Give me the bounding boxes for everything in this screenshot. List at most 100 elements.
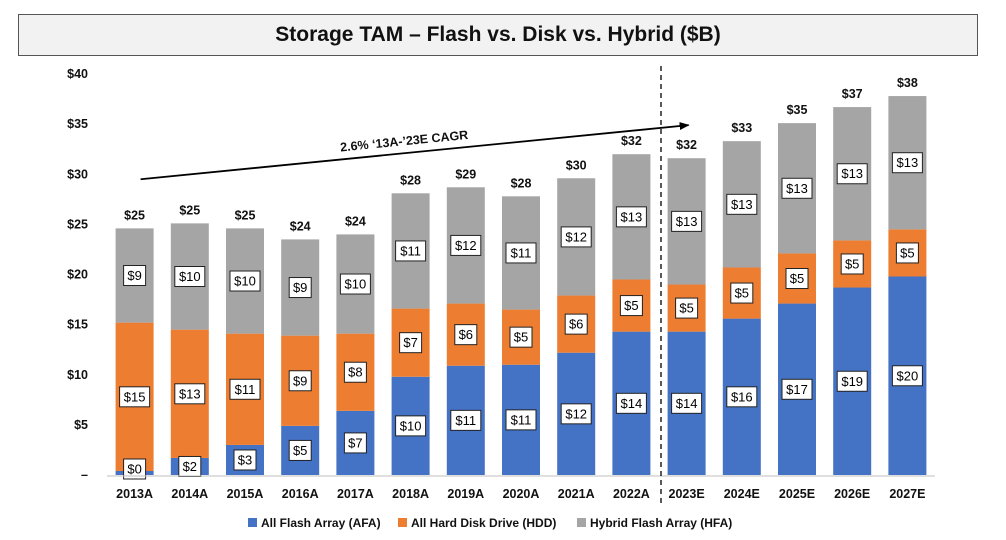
data-label-box xyxy=(288,277,312,299)
x-axis: 2013A 2014A 2015A 2016A 2017A 2018A 2019A 2020A… xyxy=(107,475,935,501)
data-label: $9 xyxy=(293,280,307,295)
data-label-box xyxy=(395,415,427,437)
data-label: $12 xyxy=(455,238,477,253)
data-label-box xyxy=(891,365,923,387)
data-label: $8 xyxy=(348,365,362,380)
x-tick-label: 2019A xyxy=(447,487,484,501)
legend-swatch xyxy=(577,518,586,527)
y-axis: – $5 $10 $15 $20 $25 $30 $35 $40 xyxy=(67,67,88,482)
total-label: $24 xyxy=(345,214,366,228)
data-label-box xyxy=(174,266,206,288)
data-label-box xyxy=(564,313,588,335)
y-tick-label: $25 xyxy=(67,217,88,231)
y-tick-label: $40 xyxy=(67,67,88,81)
data-label: $5 xyxy=(900,245,914,260)
legend-swatch xyxy=(248,518,257,527)
data-label-box xyxy=(174,383,206,405)
data-label: $15 xyxy=(124,389,146,404)
data-label-box xyxy=(730,282,754,304)
data-label: $19 xyxy=(841,374,863,389)
data-label: $7 xyxy=(403,335,417,350)
data-label-box xyxy=(560,226,592,248)
data-label-box xyxy=(891,152,923,174)
data-label-box xyxy=(895,242,919,264)
data-label-box xyxy=(399,332,423,354)
data-label-box xyxy=(671,392,703,414)
total-label: $25 xyxy=(235,208,256,222)
y-tick-label: $35 xyxy=(67,117,88,131)
cagr-arrow xyxy=(140,122,690,181)
total-label: $24 xyxy=(290,219,311,233)
data-label-box xyxy=(233,449,257,471)
data-label: $13 xyxy=(179,386,201,401)
data-label: $20 xyxy=(897,368,919,383)
data-label-box xyxy=(229,270,261,292)
data-label: $2 xyxy=(183,459,197,474)
total-label: $32 xyxy=(676,138,697,152)
data-label: $11 xyxy=(400,243,421,258)
data-label-box xyxy=(123,458,147,480)
x-tick-label: 2018A xyxy=(392,487,429,501)
data-label-box xyxy=(615,206,647,228)
data-label: $14 xyxy=(621,396,643,411)
data-label: $9 xyxy=(293,373,307,388)
total-label: $33 xyxy=(731,121,752,135)
data-label-box xyxy=(395,240,427,262)
total-label: $28 xyxy=(511,176,532,190)
legend-label: All Hard Disk Drive (HDD) xyxy=(411,516,556,530)
legend-label: Hybrid Flash Array (HFA) xyxy=(590,516,732,530)
data-label: $10 xyxy=(345,277,367,292)
data-label-box xyxy=(229,378,261,400)
data-label-box xyxy=(288,370,312,392)
data-label: $5 xyxy=(624,298,638,313)
data-label: $13 xyxy=(786,181,808,196)
data-label-box xyxy=(339,273,371,295)
data-label-box xyxy=(726,193,758,215)
data-label-box xyxy=(509,326,533,348)
data-label-box xyxy=(785,268,809,290)
total-label: $25 xyxy=(124,208,145,222)
data-label: $5 xyxy=(845,256,859,271)
total-label: $30 xyxy=(566,158,587,172)
cagr-label: 2.6% ‘13A-’23E CAGR xyxy=(340,128,469,155)
data-label: $13 xyxy=(621,209,643,224)
total-label: $29 xyxy=(455,167,476,181)
data-label: $10 xyxy=(400,418,422,433)
chart-title: Storage TAM – Flash vs. Disk vs. Hybrid … xyxy=(18,14,978,56)
y-tick-label: $20 xyxy=(67,268,88,282)
x-tick-label: 2027E xyxy=(889,487,925,501)
total-label: $37 xyxy=(842,87,863,101)
legend-swatch xyxy=(398,518,407,527)
total-label: $38 xyxy=(897,76,918,90)
data-label-box xyxy=(615,392,647,414)
data-label-box xyxy=(343,432,367,454)
x-tick-label: 2023E xyxy=(669,487,705,501)
legend: All Flash Array (AFA) All Hard Disk Drive… xyxy=(248,516,732,530)
data-label: $5 xyxy=(514,330,528,345)
data-label: $11 xyxy=(511,412,532,427)
x-tick-label: 2026E xyxy=(834,487,870,501)
data-label-box xyxy=(123,265,147,287)
total-label: $25 xyxy=(179,203,200,217)
y-tick-label: $10 xyxy=(67,368,88,382)
data-label: $12 xyxy=(565,406,587,421)
data-label-box xyxy=(560,403,592,425)
data-label: $13 xyxy=(676,214,698,229)
data-label: $16 xyxy=(731,389,753,404)
y-tick-label: $15 xyxy=(67,318,88,332)
data-label: $13 xyxy=(731,197,753,212)
data-label-box xyxy=(619,295,643,317)
data-label: $10 xyxy=(234,274,256,289)
data-label-box xyxy=(781,177,813,199)
data-label-box xyxy=(836,163,868,185)
total-label: $32 xyxy=(621,134,642,148)
x-tick-label: 2022A xyxy=(613,487,650,501)
data-label: $13 xyxy=(841,166,863,181)
data-label-box xyxy=(288,439,312,461)
data-label: $6 xyxy=(569,317,583,332)
data-label-box xyxy=(450,409,482,431)
data-label-box xyxy=(836,370,868,392)
data-label: $0 xyxy=(127,462,141,477)
data-label: $5 xyxy=(790,271,804,286)
